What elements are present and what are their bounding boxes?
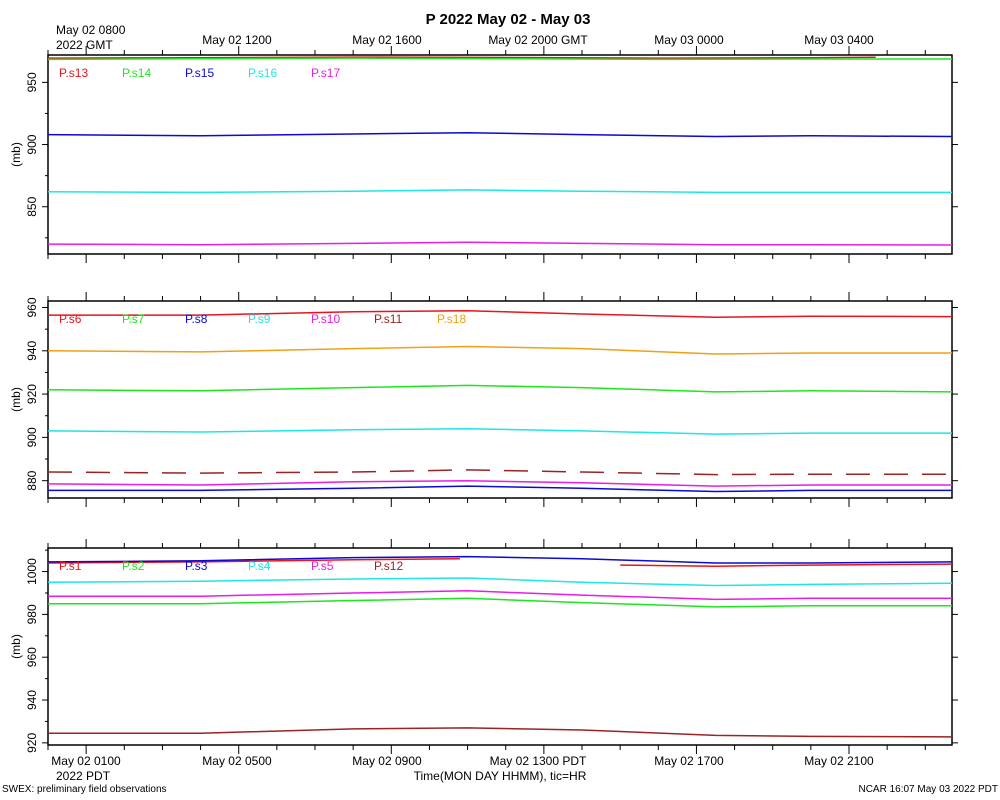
legend-item: P.s16 [248,66,277,80]
top-axis-first-label-line1: May 02 0800 [56,23,126,37]
series-line-P-s1 [620,563,953,567]
series-line-P-s6 [48,309,953,318]
series-line-P-s5 [48,590,952,601]
series-line-P-s13 [47,56,876,59]
series-line-P-s3 [47,555,953,564]
y-tick-label: 1000 [25,558,39,585]
legend-item: P.s13 [59,66,88,80]
legend-item: P.s4 [248,559,271,573]
y-tick-label: 880 [25,470,39,490]
y-tick-label: 900 [25,427,39,447]
series-line-P-s16 [47,189,952,194]
bottom-axis-label: May 02 0100 [51,754,121,768]
series-line-P-s1 [47,557,460,564]
y-tick-label: 900 [25,134,39,154]
legend-item: P.s5 [311,559,334,573]
bottom-axis-label: May 02 1700 [654,754,724,768]
bottom-axis-label: May 02 0900 [352,754,422,768]
legend-item: P.s1 [59,559,82,573]
y-tick-label: 940 [25,340,39,360]
series-line-P-s12 [48,727,953,738]
legend-item: P.s9 [248,312,271,326]
footer-right: NCAR 16:07 May 03 2022 PDT [858,784,998,795]
bottom-axis-label: May 02 2100 [804,754,874,768]
series-line-P-s14 [47,57,952,61]
y-tick-label: 960 [25,647,39,667]
series-line-P-s17 [47,241,953,246]
y-tick-label: 940 [25,690,39,710]
bottom-axis-label: May 02 1300 PDT [490,754,587,768]
legend-item: P.s12 [374,559,403,573]
top-axis-label: May 02 2000 GMT [488,33,588,47]
top-axis-label: May 03 0400 [804,33,874,47]
y-tick-label: 850 [25,196,39,216]
series-line-P-s18 [47,345,952,355]
y-tick-label: 960 [25,297,39,317]
legend-item: P.s7 [122,312,145,326]
footer-left: SWEX: preliminary field observations [2,784,167,795]
series-line-P-s9 [47,427,952,435]
legend-item: P.s11 [374,312,403,326]
series-line-P-s15 [47,131,953,138]
x-axis-title: Time(MON DAY HHMM), tic=HR [414,769,587,783]
bottom-axis-year-label: 2022 PDT [56,769,111,783]
series-line-P-s11 [47,469,952,476]
legend-item: P.s18 [437,312,466,326]
y-axis-title: (mb) [9,142,23,167]
legend-item: P.s17 [311,66,340,80]
plot-frame [47,54,953,255]
y-tick-label: 920 [25,733,39,753]
legend-item: P.s6 [59,312,82,326]
y-tick-label: 980 [25,604,39,624]
top-axis-label: May 02 1200 [202,33,272,47]
legend-item: P.s10 [311,312,340,326]
y-axis-title: (mb) [9,634,23,659]
legend-item: P.s14 [122,66,151,80]
series-line-P-s4 [47,577,953,587]
chart-title: P 2022 May 02 - May 03 [426,11,591,28]
bottom-axis-label: May 02 0500 [202,754,272,768]
plot-frame [47,547,953,746]
legend-item: P.s15 [185,66,214,80]
series-line-P-s7 [47,384,953,393]
legend-item: P.s8 [185,312,208,326]
series-line-P-s8 [48,485,952,493]
y-tick-label: 950 [25,72,39,92]
y-tick-label: 920 [25,384,39,404]
legend-item: P.s2 [122,559,145,573]
series-line-P-s2 [48,597,952,608]
y-axis-title: (mb) [9,387,23,412]
top-axis-label: May 03 0000 [654,33,724,47]
plot-frame [47,300,953,499]
legend-item: P.s3 [185,559,208,573]
series-line-P-s10 [47,479,952,487]
top-axis-first-label-line2: 2022 GMT [56,38,113,52]
top-axis-label: May 02 1600 [352,33,422,47]
